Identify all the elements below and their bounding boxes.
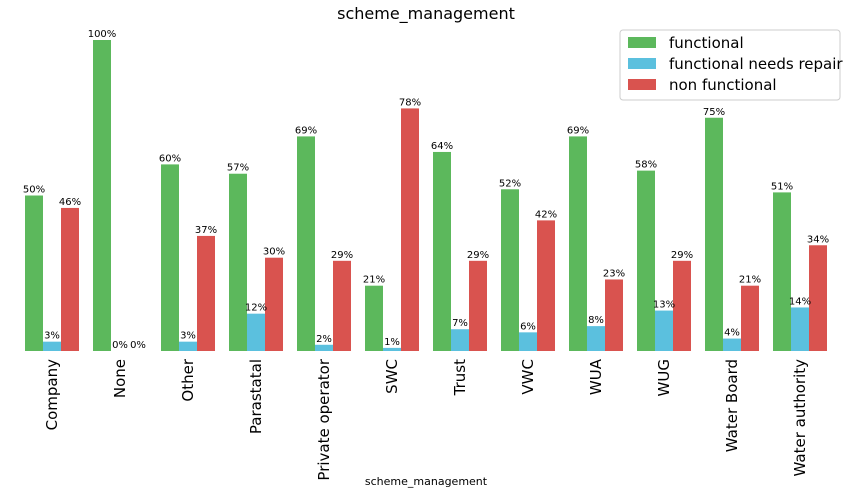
bar-water-authority-non-functional bbox=[809, 245, 827, 351]
bar-water-authority-functional-needs-repair bbox=[791, 307, 809, 351]
bar-none-functional bbox=[93, 40, 111, 351]
bar-wug-functional-needs-repair bbox=[655, 310, 673, 351]
data-label-swc-non-functional: 78% bbox=[399, 97, 421, 108]
data-label-company-non-functional: 46% bbox=[59, 197, 81, 208]
data-label-water-authority-functional: 51% bbox=[771, 181, 793, 192]
data-label-private-operator-non-functional: 29% bbox=[331, 250, 353, 261]
bar-private-operator-functional-needs-repair bbox=[315, 344, 333, 351]
data-label-company-functional-needs-repair: 3% bbox=[44, 331, 60, 342]
bar-wug-non-functional bbox=[673, 260, 691, 351]
bars-layer bbox=[25, 40, 827, 351]
data-label-water-authority-non-functional: 34% bbox=[807, 234, 829, 245]
data-label-trust-functional: 64% bbox=[431, 141, 453, 152]
data-label-vwc-functional: 52% bbox=[499, 178, 521, 189]
x-tick-label-private-operator: Private operator bbox=[315, 358, 333, 480]
chart-title: scheme_management bbox=[337, 4, 515, 24]
data-label-swc-functional: 21% bbox=[363, 275, 385, 286]
x-tick-label-none: None bbox=[111, 359, 129, 398]
data-label-private-operator-functional: 69% bbox=[295, 125, 317, 136]
data-label-wua-functional-needs-repair: 8% bbox=[588, 315, 604, 326]
bar-other-functional bbox=[161, 164, 179, 351]
legend-swatch-functional-needs-repair bbox=[628, 58, 656, 69]
x-tick-label-swc: SWC bbox=[383, 359, 401, 394]
data-label-parastatal-non-functional: 30% bbox=[263, 247, 285, 258]
bar-vwc-functional-needs-repair bbox=[519, 332, 537, 351]
data-label-wug-functional-needs-repair: 13% bbox=[653, 300, 675, 311]
x-tick-label-water-board: Water Board bbox=[723, 359, 741, 452]
data-label-swc-functional-needs-repair: 1% bbox=[384, 337, 400, 348]
bar-parastatal-functional-needs-repair bbox=[247, 313, 265, 351]
data-label-parastatal-functional: 57% bbox=[227, 163, 249, 174]
legend-label-functional-needs-repair: functional needs repair bbox=[669, 55, 843, 73]
bar-vwc-functional bbox=[501, 189, 519, 351]
x-tick-label-other: Other bbox=[179, 358, 197, 401]
bar-water-board-functional-needs-repair bbox=[723, 338, 741, 351]
data-label-wua-non-functional: 23% bbox=[603, 268, 625, 279]
bar-trust-functional-needs-repair bbox=[451, 329, 469, 351]
legend-label-functional: functional bbox=[669, 34, 744, 52]
bar-private-operator-non-functional bbox=[333, 260, 351, 351]
data-label-other-functional-needs-repair: 3% bbox=[180, 331, 196, 342]
data-label-wug-functional: 58% bbox=[635, 160, 657, 171]
x-tick-label-company: Company bbox=[43, 359, 61, 430]
bar-wua-functional bbox=[569, 136, 587, 351]
legend: functional functional needs repair non fun… bbox=[619, 29, 843, 101]
data-label-parastatal-functional-needs-repair: 12% bbox=[245, 303, 267, 314]
data-label-none-functional-needs-repair: 0% bbox=[112, 340, 128, 351]
bar-other-functional-needs-repair bbox=[179, 341, 197, 351]
bar-wug-functional bbox=[637, 170, 655, 351]
legend-label-non-functional: non functional bbox=[669, 76, 777, 94]
x-tick-label-water-authority: Water authority bbox=[791, 359, 809, 477]
bar-private-operator-functional bbox=[297, 136, 315, 351]
bar-water-board-functional bbox=[705, 117, 723, 351]
bar-wua-functional-needs-repair bbox=[587, 326, 605, 351]
data-label-vwc-non-functional: 42% bbox=[535, 209, 557, 220]
bar-company-functional bbox=[25, 195, 43, 351]
bar-wua-non-functional bbox=[605, 279, 623, 351]
data-label-wug-non-functional: 29% bbox=[671, 250, 693, 261]
bar-trust-functional bbox=[433, 151, 451, 351]
data-labels-layer: 50% 3% 46% 100% 0% 0% 60% 3% 37% 57% 12% 30% 69% 2% 29… bbox=[23, 29, 829, 351]
bar-parastatal-functional bbox=[229, 173, 247, 351]
x-tick-label-wua: WUA bbox=[587, 358, 605, 395]
legend-swatch-non-functional bbox=[628, 79, 656, 90]
data-label-other-non-functional: 37% bbox=[195, 225, 217, 236]
bar-other-non-functional bbox=[197, 235, 215, 351]
x-axis-label: scheme_management bbox=[365, 475, 488, 488]
x-tick-labels: Company None Other Parastatal Private operat… bbox=[43, 358, 809, 480]
bar-swc-functional-needs-repair bbox=[383, 347, 401, 351]
bar-trust-non-functional bbox=[469, 260, 487, 351]
data-label-water-board-functional-needs-repair: 4% bbox=[724, 328, 740, 339]
data-label-trust-non-functional: 29% bbox=[467, 250, 489, 261]
x-tick-label-trust: Trust bbox=[451, 359, 469, 396]
bar-water-authority-functional bbox=[773, 192, 791, 351]
bar-company-non-functional bbox=[61, 207, 79, 351]
x-tick-label-wug: WUG bbox=[655, 359, 673, 396]
data-label-water-board-functional: 75% bbox=[703, 107, 725, 118]
data-label-trust-functional-needs-repair: 7% bbox=[452, 318, 468, 329]
bar-company-functional-needs-repair bbox=[43, 341, 61, 351]
x-tick-label-vwc: VWC bbox=[519, 359, 537, 395]
legend-swatch-functional bbox=[628, 37, 656, 48]
data-label-company-functional: 50% bbox=[23, 185, 45, 196]
data-label-other-functional: 60% bbox=[159, 153, 181, 164]
bar-parastatal-non-functional bbox=[265, 257, 283, 351]
legend-frame bbox=[619, 29, 841, 101]
bar-vwc-non-functional bbox=[537, 220, 555, 351]
bar-swc-non-functional bbox=[401, 108, 419, 351]
bar-swc-functional bbox=[365, 285, 383, 351]
data-label-none-non-functional: 0% bbox=[130, 340, 146, 351]
data-label-water-board-non-functional: 21% bbox=[739, 275, 761, 286]
data-label-wua-functional: 69% bbox=[567, 125, 589, 136]
data-label-water-authority-functional-needs-repair: 14% bbox=[789, 296, 811, 307]
data-label-none-functional: 100% bbox=[88, 29, 117, 40]
x-tick-label-parastatal: Parastatal bbox=[247, 359, 265, 434]
data-label-private-operator-functional-needs-repair: 2% bbox=[316, 334, 332, 345]
data-label-vwc-functional-needs-repair: 6% bbox=[520, 321, 536, 332]
bar-water-board-non-functional bbox=[741, 285, 759, 351]
